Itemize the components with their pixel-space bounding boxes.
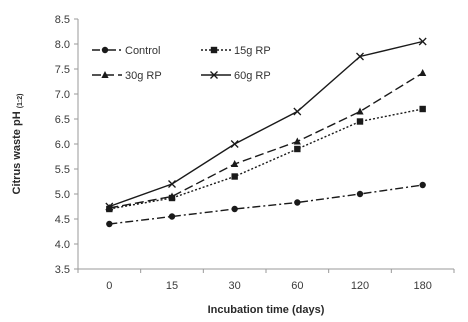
y-tick-labels: 3.5 4.0 4.5 5.0 5.5 6.0 6.5 7.0 7.5 8.0 8.5 (55, 14, 70, 276)
y-axis-title: Citrus waste pH (1:2) (11, 94, 24, 195)
series-control (106, 181, 426, 228)
y-axis-title-sub: (1:2) (17, 94, 24, 109)
data-point (356, 190, 364, 198)
axes (74, 18, 455, 273)
legend-label: 15g RP (234, 45, 271, 57)
legend-label: 30g RP (125, 70, 162, 82)
data-point (356, 118, 364, 125)
data-point (210, 46, 218, 54)
series-line (109, 72, 424, 209)
legend-label: Control (125, 45, 160, 57)
x-tick-label: 60 (291, 280, 303, 292)
y-tick-label: 8.5 (55, 14, 70, 26)
x-tick-label: 30 (229, 280, 241, 292)
data-point (105, 204, 113, 211)
legend-item: 60g RP (201, 70, 271, 82)
data-point (168, 180, 176, 188)
x-tick-label: 0 (106, 280, 112, 292)
y-tick-label: 6.0 (55, 139, 70, 151)
legend-item: 15g RP (201, 45, 271, 57)
data-point (105, 202, 114, 211)
data-point (210, 71, 218, 79)
y-axis-title-main: Citrus waste pH (11, 111, 23, 194)
data-point (293, 137, 301, 145)
x-tick-labels: 0 15 30 60 120 180 (106, 280, 432, 292)
x-tick-label: 120 (351, 280, 369, 292)
data-point (294, 145, 301, 153)
data-point (294, 199, 301, 206)
y-tick-label: 3.5 (55, 264, 70, 276)
data-point (419, 69, 427, 76)
y-tick-label: 4.0 (55, 239, 70, 251)
series-15g-rp (106, 105, 426, 213)
legend-item: Control (92, 45, 160, 57)
data-point (168, 213, 176, 220)
x-tick-label: 15 (166, 280, 178, 292)
legend-label: 60g RP (234, 70, 271, 82)
data-point (231, 173, 238, 180)
series-lines (105, 37, 427, 228)
y-tick-label: 4.5 (55, 214, 70, 226)
data-point (356, 52, 364, 61)
series-60g-rp (105, 37, 427, 211)
x-axis-title: Incubation time (days) (208, 304, 325, 316)
series-30g-rp (105, 69, 427, 211)
series-line (109, 184, 423, 225)
y-tick-label: 7.0 (55, 89, 70, 101)
data-point (101, 71, 109, 78)
data-point (231, 160, 239, 167)
data-point (418, 37, 427, 46)
legend-item: 30g RP (92, 70, 162, 82)
series-line (109, 108, 423, 210)
data-point (101, 46, 109, 54)
y-tick-label: 8.0 (55, 39, 70, 51)
data-point (293, 107, 302, 116)
data-point (168, 192, 176, 200)
y-tick-label: 5.5 (55, 164, 70, 176)
data-point (231, 205, 238, 213)
y-tick-label: 7.5 (55, 64, 70, 76)
data-point (356, 107, 364, 115)
data-point (419, 181, 426, 189)
series-line (109, 40, 423, 208)
x-tick-label: 180 (413, 280, 431, 292)
data-point (419, 105, 426, 113)
data-point (230, 140, 239, 148)
y-tick-label: 6.5 (55, 114, 70, 126)
legend: Control 15g RP 30g RP 60g RP (92, 45, 271, 82)
y-tick-label: 5.0 (55, 189, 70, 201)
data-point (106, 220, 113, 228)
